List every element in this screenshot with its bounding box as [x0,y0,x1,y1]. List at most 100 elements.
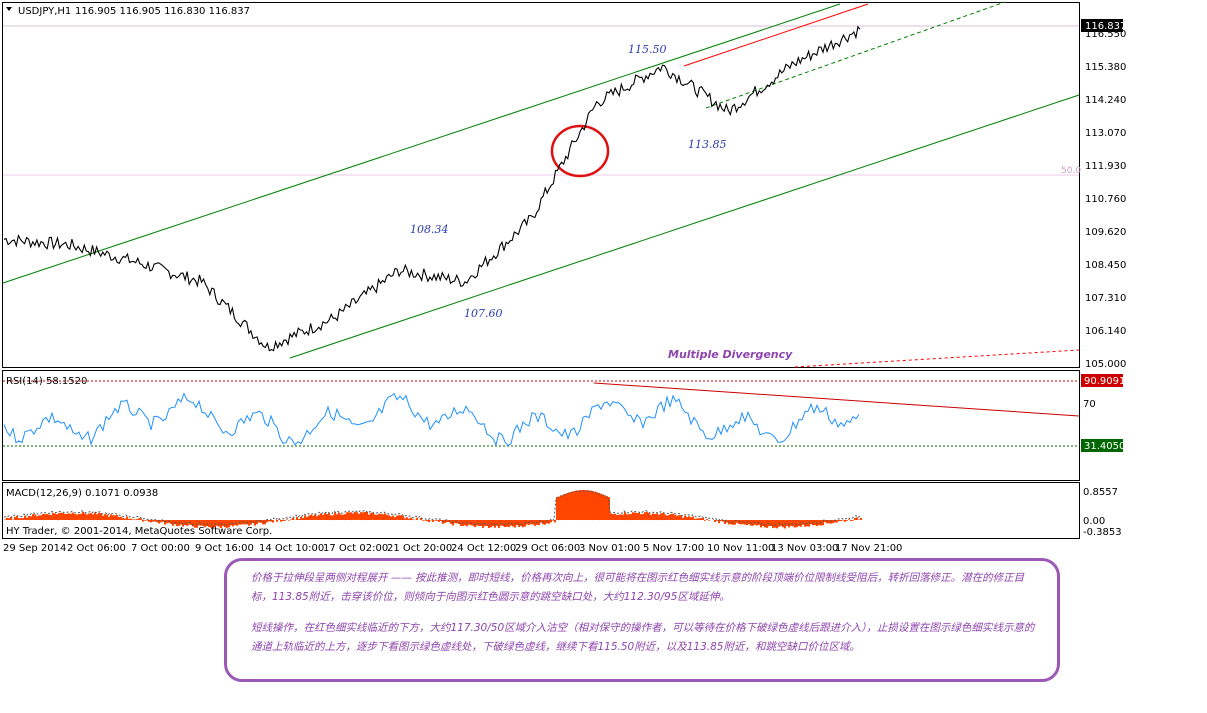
macd-bar [852,520,854,521]
macd-bar [70,513,72,521]
price-tick-label: 114.240 [1085,95,1126,106]
analysis-note: 价格于拉伸段呈两侧对程展开 —— 按此推测，即时短线，价格再次向上，很可能将在图… [224,558,1060,682]
macd-bar [394,517,396,521]
macd-panel-border [2,482,1080,539]
main-panel-border [2,2,1080,368]
inner-support-dashed [705,1,1006,109]
macd-bar [202,520,204,526]
macd-bar [468,520,470,525]
macd-bar [24,515,26,520]
macd-bar [218,520,220,527]
macd-bar [258,520,260,523]
macd-bar [180,520,182,525]
macd-bar [564,494,566,520]
time-tick-label: 24 Oct 12:00 [451,543,516,554]
macd-bar [700,518,702,521]
time-tick-label: 13 Nov 03:00 [771,543,838,554]
annotation-115-50: 115.50 [628,43,667,56]
macd-bar [704,520,706,521]
macd-bar [224,520,226,528]
macd-bar [482,520,484,528]
macd-bar [428,520,430,523]
macd-bar [82,511,84,521]
macd-bar [560,495,562,521]
macd-bar [4,519,6,520]
macd-bar [156,520,158,523]
price-tick-label: 115.380 [1085,62,1126,73]
macd-bar [802,520,804,525]
macd-bar [580,490,582,520]
macd-bar [58,513,60,521]
macd-bar [854,517,856,520]
macd-bar [842,520,844,521]
annotation-113-85: 113.85 [688,138,727,151]
macd-bar [632,512,634,521]
macd-bar [730,520,732,525]
rsi-divergence-line [593,382,1080,417]
macd-bar [600,493,602,520]
macd-bar [320,513,322,520]
macd-bar [534,520,536,526]
macd-bar [826,520,828,524]
macd-bar [486,520,488,526]
macd-bar [644,512,646,521]
macd-bar [796,520,798,528]
broker-label: HY Trader, © 2001-2014, MetaQuotes Softw… [6,526,272,537]
macd-bar [152,520,154,522]
macd-bar [634,512,636,521]
macd-bar [584,490,586,521]
macd-bar [510,520,512,526]
annotation-108-34: 108.34 [410,223,449,236]
macd-bar [446,520,448,523]
macd-bar [762,520,764,527]
macd-bar [192,520,194,527]
macd-bar [352,513,354,520]
macd-bar [588,490,590,520]
macd-bar [66,513,68,520]
macd-bar [270,520,272,522]
macd-bar [850,520,852,521]
macd-bar [774,520,776,528]
macd-bar [830,520,832,524]
macd-bar [56,514,58,521]
macd-bar [126,516,128,521]
macd-bar [100,513,102,520]
macd-bar [574,490,576,521]
macd-bar [150,520,152,523]
macd-bar [840,520,842,521]
macd-bar [824,520,826,523]
macd-bar [240,520,242,525]
macd-bar [340,514,342,520]
macd-bar [744,520,746,525]
rsi-upper-box [1081,374,1123,387]
time-tick-label: 9 Oct 16:00 [195,543,254,554]
macd-bar [416,517,418,520]
macd-bar [782,520,784,528]
time-tick-label: 17 Nov 21:00 [835,543,902,554]
macd-bar [734,520,736,525]
macd-bar [306,516,308,521]
macd-bar [210,520,212,528]
time-tick-label: 29 Sep 2014 [3,543,66,554]
macd-bar [612,514,614,520]
macd-bar [576,490,578,521]
macd-bar [354,511,356,520]
macd-label: MACD(12,26,9) 0.1071 0.0938 [6,488,158,499]
macd-bar [362,512,364,521]
macd-bar [562,494,564,520]
price-tick-label: 107.310 [1085,293,1126,304]
macd-bar [288,520,290,521]
macd-bar [724,520,726,524]
macd-bar [708,520,710,521]
macd-bar [502,520,504,527]
macd-bar [422,520,424,521]
macd-bar [216,520,218,526]
macd-bar [790,520,792,526]
macd-bar [424,520,426,521]
current-price-label: 116.837 [1085,21,1126,32]
macd-bar [114,515,116,521]
macd-bar [74,514,76,520]
macd-bar [400,515,402,521]
macd-bar [248,520,250,526]
macd-bar [104,514,106,521]
